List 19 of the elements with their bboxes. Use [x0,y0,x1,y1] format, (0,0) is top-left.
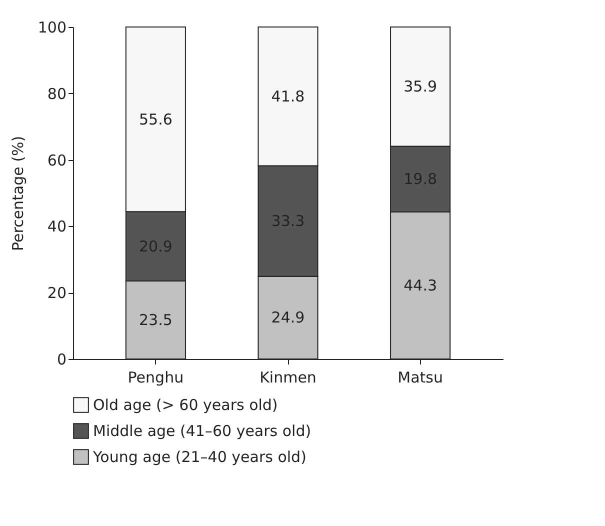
y-tick-label: 40 [47,218,66,236]
data-label: 44.3 [404,276,438,294]
data-label: 24.9 [271,308,305,327]
data-label: 55.6 [138,110,172,128]
y-axis-title: Percentage (%) [8,136,27,252]
y-tick-label: 60 [47,151,66,170]
y-tick-label: 0 [56,350,66,368]
legend-label: Middle age (41–60 years old) [93,422,312,440]
x-tick-label: Matsu [398,368,443,386]
x-tick-label: Kinmen [260,368,316,386]
legend-label: Young age (21–40 years old) [92,448,306,466]
data-label: 35.9 [404,78,438,96]
y-tick-label: 100 [38,18,66,36]
y-tick-label: 80 [47,84,66,103]
legend-label: Old age (> 60 years old) [93,396,278,414]
x-tick-label: Penghu [128,368,184,386]
y-tick-label: 20 [47,284,66,302]
data-label: 41.8 [271,87,305,106]
data-label: 23.5 [138,310,172,329]
